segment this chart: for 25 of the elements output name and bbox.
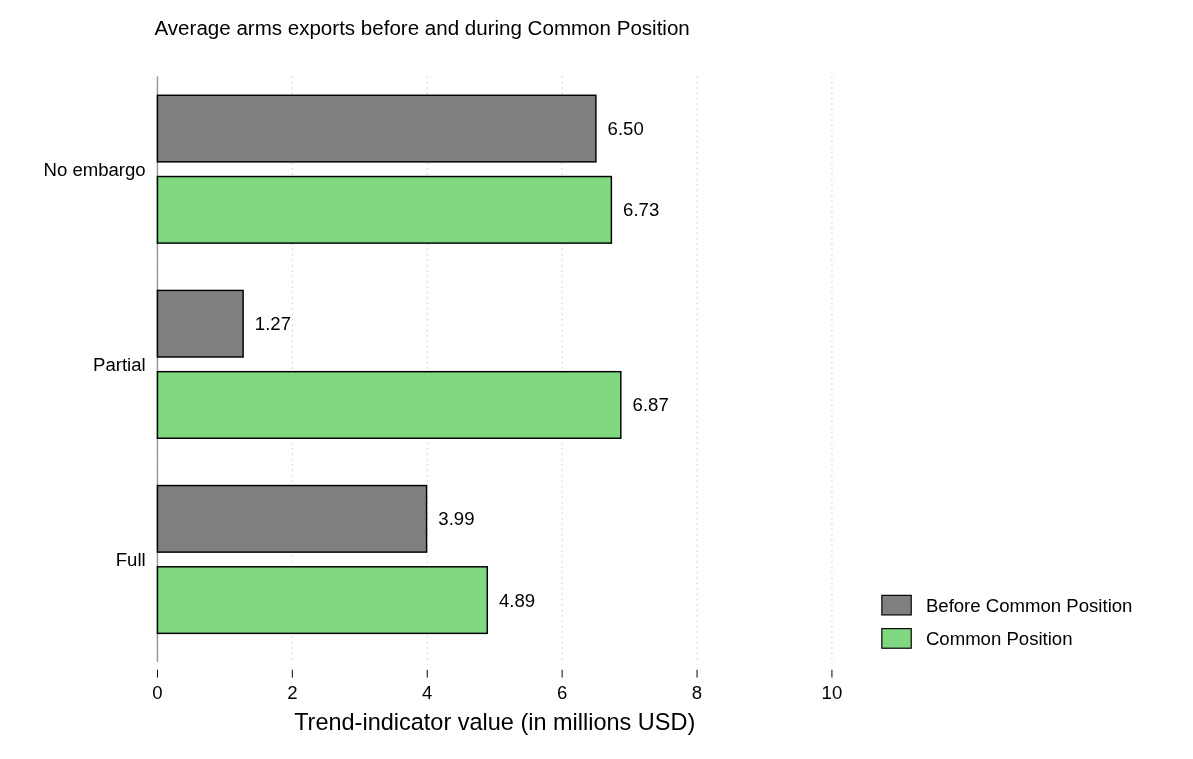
x-tick-label: 4	[422, 682, 433, 704]
bar	[156, 175, 613, 244]
data-label: 4.89	[499, 589, 536, 611]
data-label: 6.50	[607, 118, 644, 140]
bar	[156, 566, 489, 635]
x-axis-title: Trend-indicator value (in millions USD)	[294, 709, 696, 736]
legend-label: Before Common Position	[925, 594, 1133, 616]
data-label: 3.99	[438, 508, 475, 530]
x-tick-label: 6	[556, 682, 568, 704]
bar	[156, 289, 244, 358]
bar	[156, 94, 597, 163]
bar	[156, 484, 428, 553]
y-tick-label: Partial	[93, 353, 146, 375]
y-tick-label: Full	[115, 548, 146, 570]
x-tick-label: 8	[691, 682, 703, 704]
x-tick-label: 2	[287, 682, 298, 704]
x-tick-label: 10	[821, 682, 843, 704]
bar	[156, 370, 622, 439]
y-tick-label: No embargo	[43, 158, 146, 180]
data-label: 6.73	[623, 199, 660, 221]
chart-title: Average arms exports before and during Common Position	[154, 16, 690, 40]
data-label: 1.27	[254, 313, 292, 335]
legend-label: Common Position	[925, 627, 1073, 649]
data-label: 6.87	[632, 394, 669, 416]
x-tick-label: 0	[152, 682, 163, 704]
